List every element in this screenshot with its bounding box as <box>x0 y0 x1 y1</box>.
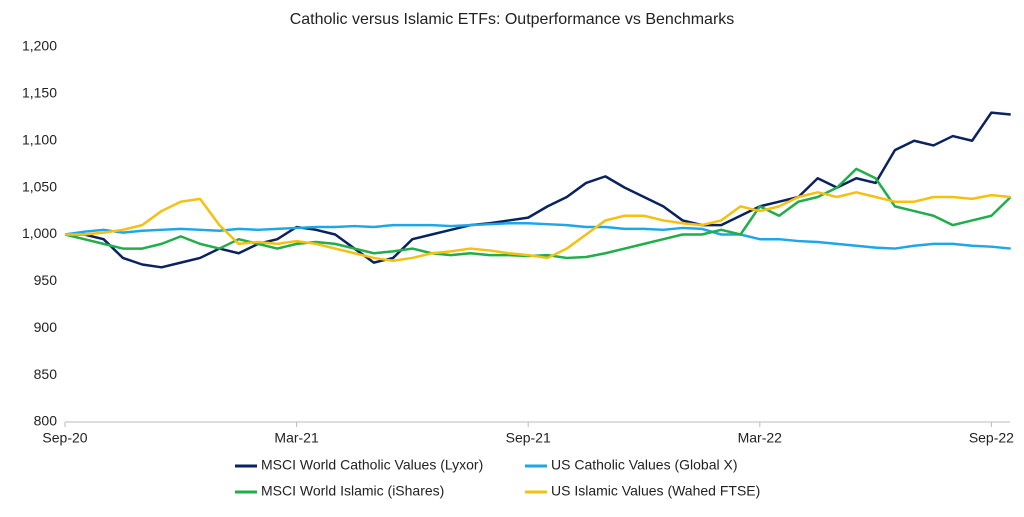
chart-title: Catholic versus Islamic ETFs: Outperform… <box>290 11 735 28</box>
y-tick-label: 800 <box>34 413 58 429</box>
legend-label: MSCI World Catholic Values (Lyxor) <box>261 457 483 473</box>
x-tick-label: Mar-22 <box>738 430 783 446</box>
x-tick-label: Sep-20 <box>42 430 87 446</box>
y-tick-label: 1,050 <box>22 178 57 194</box>
series-line <box>64 222 1011 250</box>
y-tick-label: 850 <box>34 366 58 382</box>
y-tick-label: 1,000 <box>22 225 57 241</box>
series-line <box>65 191 1011 262</box>
x-tick-label: Mar-21 <box>274 430 319 446</box>
y-tick-label: 950 <box>34 272 58 288</box>
legend-label: MSCI World Islamic (iShares) <box>261 483 444 499</box>
legend-label: US Islamic Values (Wahed FTSE) <box>551 483 760 499</box>
y-tick-label: 900 <box>34 319 58 335</box>
y-tick-label: 1,100 <box>22 131 57 147</box>
series-line <box>65 111 1011 269</box>
x-tick-label: Sep-21 <box>506 430 551 446</box>
x-tick-label: Sep-22 <box>969 430 1014 446</box>
y-tick-label: 1,150 <box>22 85 57 101</box>
legend-label: US Catholic Values (Global X) <box>551 457 737 473</box>
y-tick-label: 1,200 <box>22 38 57 54</box>
